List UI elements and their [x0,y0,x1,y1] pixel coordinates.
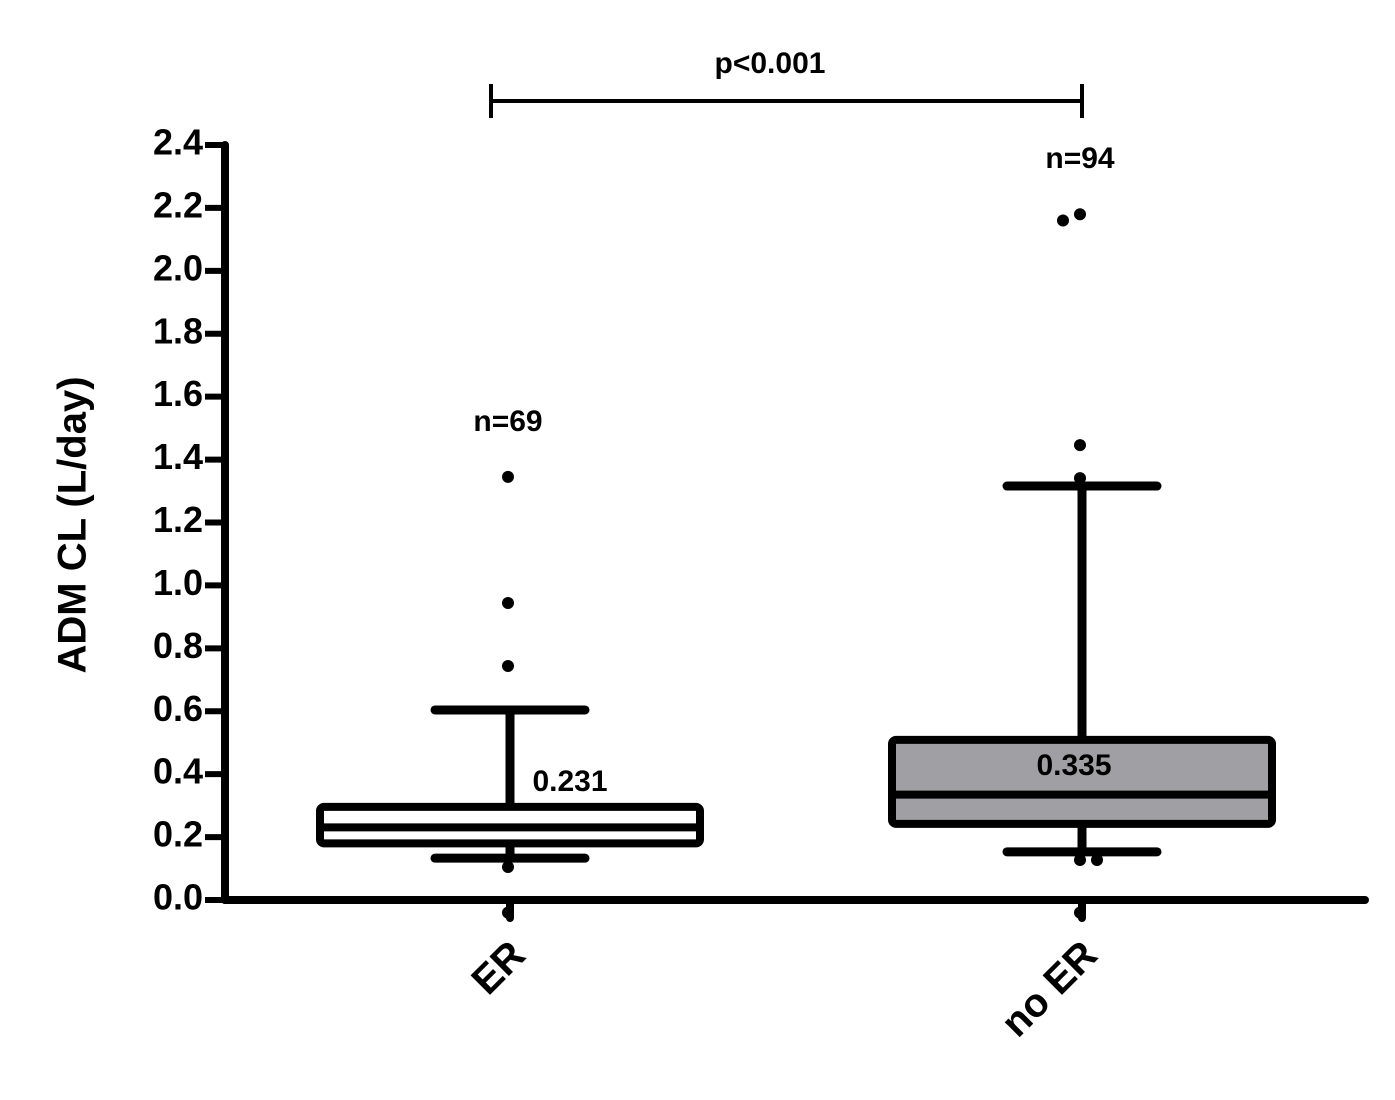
y-tick-label: 0.2 [153,814,203,855]
outlier [1091,854,1103,867]
y-axis-label: ADM CL (L/day) [51,376,95,673]
y-tick-label: 0.6 [153,688,203,729]
outlier [1057,214,1069,227]
outlier [1074,472,1086,485]
x-tick-label: ER [463,933,533,1003]
y-tick-label: 0.0 [153,877,203,918]
y-tick-label: 0.8 [153,625,203,666]
y-tick-label: 2.2 [153,184,203,225]
outlier [502,860,514,873]
outlier [502,597,514,610]
outlier [1074,906,1086,919]
outlier [1074,854,1086,867]
y-tick-label: 1.4 [153,436,203,477]
median-label: 0.231 [532,765,607,798]
outlier [502,470,514,483]
n-label: n=69 [473,405,542,438]
y-tick-label: 0.4 [153,751,203,792]
n-label: n=94 [1045,142,1115,175]
x-tick-label: no ER [993,933,1106,1046]
y-tick-label: 2.0 [153,247,203,288]
y-tick-label: 2.4 [153,122,203,163]
outlier [502,906,514,919]
y-tick-label: 1.6 [153,373,203,414]
outlier [1074,208,1086,221]
outlier [502,659,514,672]
y-tick-label: 1.0 [153,562,203,603]
box [888,735,1276,828]
outlier [1074,439,1086,452]
y-tick-label: 1.2 [153,499,203,540]
median-label: 0.335 [1036,749,1111,782]
significance-label: p<0.001 [715,47,826,80]
y-tick-label: 1.8 [153,310,203,351]
